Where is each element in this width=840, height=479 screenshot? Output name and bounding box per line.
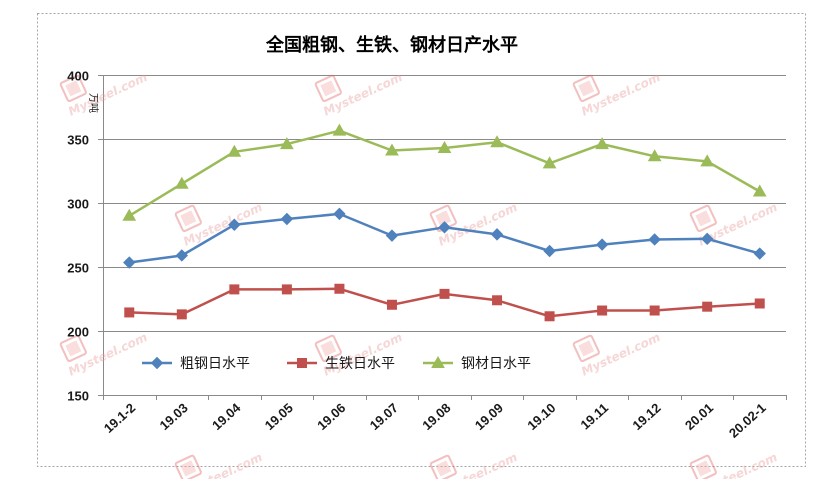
legend: 粗钢日水平 生铁日水平 钢材日水平 (142, 355, 531, 372)
series-0-point (753, 247, 766, 260)
series-2-point (280, 137, 294, 150)
watermark-stamp-fill (320, 80, 337, 97)
watermark-stamp-fill (578, 340, 595, 357)
chart-title: 全国粗钢、生铁、钢材日产水平 (265, 34, 518, 56)
watermark-stamp-fill (578, 80, 595, 97)
series-1-point (492, 295, 503, 306)
watermark-stamp (174, 454, 202, 479)
series-2-point (542, 156, 557, 169)
series-1-point (544, 311, 555, 322)
watermark-stamp-fill (435, 210, 452, 227)
series-1-point (229, 284, 240, 295)
series-0-point (595, 238, 609, 251)
legend-item: 钢材日水平 (423, 355, 531, 372)
series-0-point (700, 232, 714, 246)
series-0-point (438, 221, 451, 234)
series-2-point (122, 208, 137, 221)
watermark-stamp-fill (695, 460, 712, 477)
watermark-stamp (429, 454, 457, 479)
legend-item: 生铁日水平 (287, 356, 395, 372)
chart-border (37, 13, 806, 467)
watermark-stamp (174, 204, 202, 233)
series-0-point (543, 244, 556, 258)
watermark-stamp-fill (435, 460, 452, 477)
series-2-point (490, 135, 504, 148)
legend-label: 粗钢日水平 (180, 356, 250, 372)
y-tick-label: 150 (67, 389, 89, 404)
series-2-point (647, 149, 662, 162)
series-2-point (227, 144, 242, 157)
watermark-stamp (689, 454, 717, 479)
watermark-stamp (572, 74, 600, 103)
watermark-stamp (59, 334, 87, 363)
axes (98, 75, 787, 400)
series-0-point (333, 207, 346, 221)
series-1-point (334, 283, 345, 294)
series-1-point (754, 298, 765, 309)
data-series (122, 123, 767, 322)
series-2-point (595, 137, 609, 150)
watermark-stamp (572, 334, 600, 363)
legend-marker (297, 358, 307, 368)
watermark-stamp-fill (65, 340, 82, 357)
legend-marker (150, 356, 164, 370)
watermark-stamp-fill (180, 460, 197, 477)
legend-marker (431, 355, 445, 368)
series-0-point (175, 249, 189, 262)
series-2-point (700, 154, 715, 167)
series-0-point (385, 229, 399, 242)
series-1-point (386, 299, 397, 310)
series-2-point (437, 140, 452, 153)
series-1-point (702, 301, 713, 312)
series-2-point (332, 123, 347, 136)
watermark-stamp-fill (65, 80, 82, 97)
y-tick-label: 400 (67, 69, 89, 84)
watermark-stamp-fill (695, 210, 712, 227)
y-tick-label: 200 (67, 325, 89, 340)
watermark-stamp-fill (180, 210, 197, 227)
y-axis-title: 万吨 (87, 93, 100, 113)
watermark-stamp (59, 74, 87, 103)
series-0-point (228, 218, 241, 231)
series-0-point (648, 233, 661, 246)
series-1-point (124, 307, 135, 318)
watermark-stamp-fill (320, 340, 337, 357)
series-0-point (123, 256, 136, 269)
legend-label: 生铁日水平 (325, 356, 395, 372)
y-tick-label: 250 (67, 261, 89, 276)
gridlines (103, 75, 786, 332)
y-tick-label: 300 (67, 197, 89, 212)
series-1-point (281, 284, 292, 295)
watermark-stamp (314, 74, 342, 103)
series-2-point (752, 184, 767, 197)
legend-item: 粗钢日水平 (142, 356, 250, 372)
series-2-point (174, 176, 189, 189)
series-1-point (439, 288, 450, 299)
series-1-point (176, 309, 187, 320)
series-0-point (490, 228, 504, 241)
watermark-stamp (314, 334, 342, 363)
watermark-stamp (689, 204, 717, 233)
series-0-point (280, 212, 294, 226)
legend-label: 钢材日水平 (461, 356, 531, 372)
y-tick-label: 350 (67, 133, 89, 148)
series-2-point (385, 143, 399, 156)
series-1-point (597, 305, 608, 316)
series-1-point (649, 305, 660, 316)
